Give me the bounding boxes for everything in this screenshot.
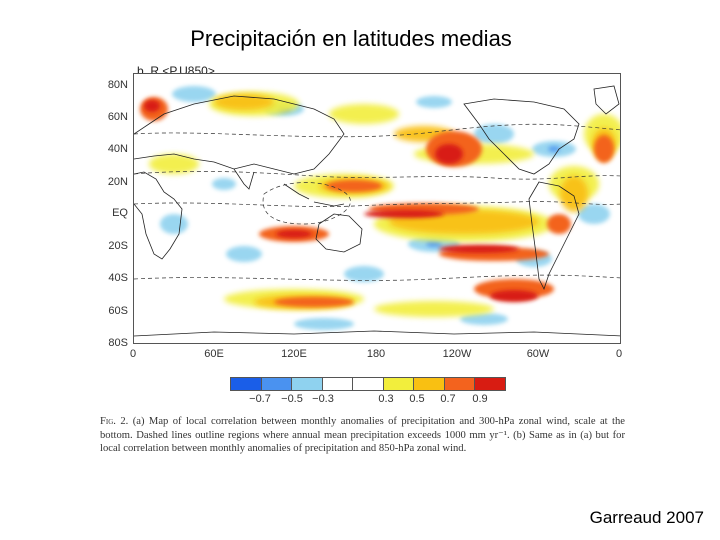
colorbar-box [260,377,292,391]
colorbar-tick: −0.7 [249,393,271,405]
lat-label: 40N [107,143,128,155]
figure-caption: Fig. 2. (a) Map of local correlation bet… [100,415,625,456]
colorbar-box [230,377,262,391]
correlation-map [133,73,621,344]
lat-label: 60N [107,111,128,123]
colorbar-box [382,377,414,391]
lon-label: 60W [526,348,550,360]
lat-label: EQ [112,207,128,219]
caption-fig-label: Fig. 2. [100,416,129,427]
slide-title: Precipitación en latitudes medias [190,26,512,51]
caption-text: (a) Map of local correlation between mon… [100,416,625,454]
colorbar-tick: 0.9 [472,393,488,405]
map-graphic [134,74,620,343]
lat-label: 80S [108,337,128,349]
colorbar-box [474,377,506,391]
colorbar-box [443,377,475,391]
lat-label: 20S [108,240,128,252]
precip-contours [134,123,620,281]
colorbar-tick: 0.5 [409,393,425,405]
lat-label: 20N [107,176,128,188]
lon-label: 180 [366,348,386,360]
colorbar-tick: −0.3 [312,393,334,405]
lon-label: 120W [442,348,472,360]
lon-label: 0 [129,348,137,360]
coastlines [134,85,620,337]
colorbar-box [352,377,384,391]
lat-label: 60S [108,305,128,317]
lat-label: 40S [108,272,128,284]
colorbar-tick: 0.3 [378,393,394,405]
lat-label: 80N [107,79,128,91]
colorbar-box [413,377,445,391]
colorbar-box [321,377,353,391]
credit-text: Garreaud 2007 [589,508,704,527]
colorbar-tick: 0.7 [440,393,456,405]
colorbar-tick: −0.5 [281,393,303,405]
colorbar-box [291,377,323,391]
colorbar [230,377,506,391]
lon-label: 60E [204,348,224,360]
lon-label: 0 [615,348,623,360]
lon-label: 120E [281,348,307,360]
